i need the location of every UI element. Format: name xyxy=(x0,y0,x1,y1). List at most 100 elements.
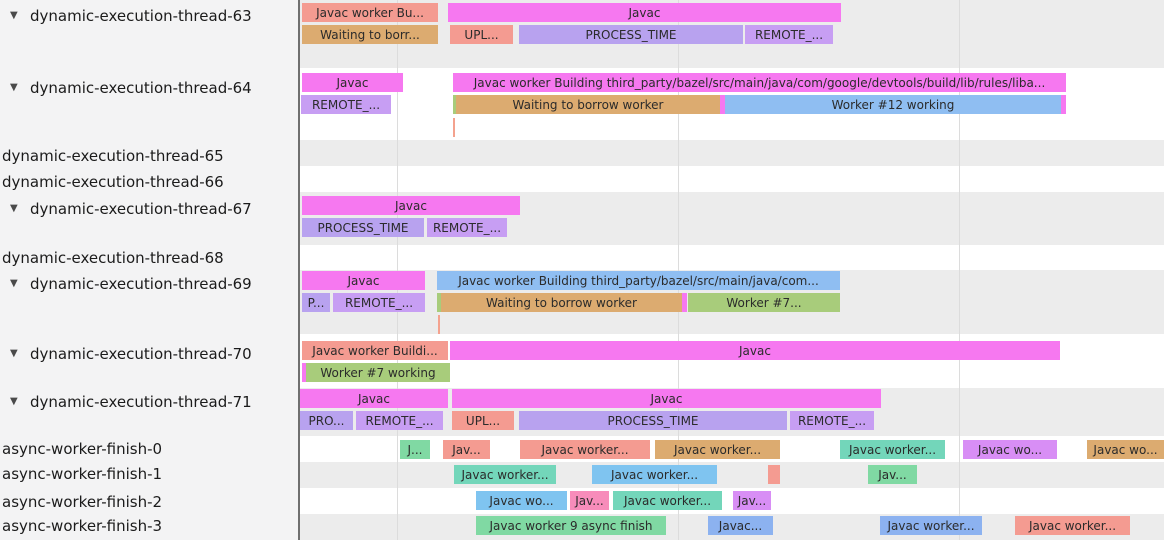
collapse-triangle-icon[interactable]: ▼ xyxy=(10,82,18,93)
track-label-dynamic-execution-thread-69[interactable]: ▼ dynamic-execution-thread-69 xyxy=(0,275,296,293)
track-label-dynamic-execution-thread-65[interactable]: dynamic-execution-thread-65 xyxy=(0,147,296,165)
trace-event-bar[interactable] xyxy=(438,315,440,334)
trace-event-bar[interactable]: Javac xyxy=(302,196,520,215)
trace-event-bar[interactable]: Javac xyxy=(302,271,425,290)
trace-event-bar[interactable]: Jav... xyxy=(443,440,490,459)
track-label-text: dynamic-execution-thread-66 xyxy=(2,173,224,191)
track-label-text: async-worker-finish-1 xyxy=(2,465,163,483)
trace-event-bar[interactable]: Jav... xyxy=(733,491,771,510)
trace-event-bar[interactable] xyxy=(437,293,441,312)
track-background-band xyxy=(300,245,1164,270)
trace-event-bar[interactable]: Worker #7... xyxy=(688,293,840,312)
trace-event-bar[interactable]: Javac worker... xyxy=(520,440,650,459)
track-label-text: async-worker-finish-0 xyxy=(2,440,163,458)
trace-event-bar[interactable]: REMOTE_... xyxy=(790,411,874,430)
trace-event-bar[interactable]: Javac worker Building third_party/bazel/… xyxy=(437,271,840,290)
collapse-triangle-icon[interactable]: ▼ xyxy=(10,203,18,214)
trace-event-bar[interactable]: PROCESS_TIME xyxy=(302,218,424,237)
track-background-band xyxy=(300,488,1164,514)
track-label-text: dynamic-execution-thread-71 xyxy=(30,393,252,411)
track-label-async-worker-finish-3[interactable]: async-worker-finish-3 xyxy=(0,517,296,535)
trace-event-bar[interactable]: UPL... xyxy=(452,411,514,430)
trace-event-bar[interactable]: Javac xyxy=(450,341,1060,360)
trace-event-bar[interactable] xyxy=(453,95,456,114)
trace-event-bar[interactable]: Javac worker... xyxy=(592,465,717,484)
track-label-dynamic-execution-thread-64[interactable]: ▼ dynamic-execution-thread-64 xyxy=(0,79,296,97)
trace-event-bar[interactable]: Jav... xyxy=(868,465,917,484)
trace-event-bar[interactable]: Javac worker... xyxy=(454,465,556,484)
trace-event-bar[interactable]: Javac worker... xyxy=(613,491,722,510)
track-label-text: dynamic-execution-thread-68 xyxy=(2,249,224,267)
trace-event-bar[interactable]: Javac worker... xyxy=(1015,516,1130,535)
trace-event-bar[interactable]: Worker #7 working xyxy=(306,363,450,382)
collapse-triangle-icon[interactable]: ▼ xyxy=(10,278,18,289)
time-gridline xyxy=(678,0,679,540)
trace-event-bar[interactable]: Javac wo... xyxy=(476,491,567,510)
track-label-text: dynamic-execution-thread-64 xyxy=(30,79,252,97)
trace-event-bar[interactable]: Waiting to borrow worker xyxy=(456,95,720,114)
trace-event-bar[interactable] xyxy=(682,293,687,312)
trace-event-bar[interactable]: Javac worker Building third_party/bazel/… xyxy=(453,73,1066,92)
track-label-text: dynamic-execution-thread-70 xyxy=(30,345,252,363)
track-background-band xyxy=(300,166,1164,192)
track-label-text: async-worker-finish-3 xyxy=(2,517,163,535)
track-label-async-worker-finish-2[interactable]: async-worker-finish-2 xyxy=(0,493,296,511)
trace-event-bar[interactable]: Javac xyxy=(452,389,881,408)
time-gridline xyxy=(959,0,960,540)
collapse-triangle-icon[interactable]: ▼ xyxy=(10,10,18,21)
trace-event-bar[interactable]: REMOTE_... xyxy=(427,218,507,237)
time-gridline xyxy=(397,0,398,540)
trace-event-bar[interactable] xyxy=(720,95,725,114)
trace-event-bar[interactable]: P... xyxy=(302,293,330,312)
trace-event-bar[interactable]: Waiting to borrow worker xyxy=(441,293,682,312)
trace-event-bar[interactable]: Javac wo... xyxy=(1087,440,1164,459)
trace-event-bar[interactable]: Jav... xyxy=(570,491,609,510)
track-label-text: async-worker-finish-2 xyxy=(2,493,163,511)
collapse-triangle-icon[interactable]: ▼ xyxy=(10,348,18,359)
trace-event-bar[interactable]: Javac worker... xyxy=(840,440,945,459)
track-label-text: dynamic-execution-thread-67 xyxy=(30,200,252,218)
track-label-text: dynamic-execution-thread-69 xyxy=(30,275,252,293)
track-background-band xyxy=(300,140,1164,166)
track-label-dynamic-execution-thread-71[interactable]: ▼ dynamic-execution-thread-71 xyxy=(0,393,296,411)
trace-event-bar[interactable]: REMOTE_... xyxy=(301,95,391,114)
track-label-dynamic-execution-thread-67[interactable]: ▼ dynamic-execution-thread-67 xyxy=(0,200,296,218)
trace-event-bar[interactable] xyxy=(768,465,780,484)
trace-event-bar[interactable]: Javac worker... xyxy=(880,516,982,535)
track-background-band xyxy=(300,462,1164,488)
trace-event-bar[interactable]: Javac worker 9 async finish xyxy=(476,516,666,535)
trace-event-bar[interactable]: Javac xyxy=(300,389,448,408)
trace-event-bar[interactable]: PRO... xyxy=(300,411,353,430)
track-label-sidebar: ▼ dynamic-execution-thread-63 ▼ dynamic-exe… xyxy=(0,0,300,540)
trace-event-bar[interactable]: Javac worker Buildi... xyxy=(302,341,448,360)
collapse-triangle-icon[interactable]: ▼ xyxy=(10,396,18,407)
trace-event-bar[interactable] xyxy=(453,118,455,137)
trace-event-bar[interactable]: REMOTE_... xyxy=(356,411,443,430)
trace-event-bar[interactable]: REMOTE_... xyxy=(333,293,425,312)
trace-event-bar[interactable]: REMOTE_... xyxy=(745,25,833,44)
track-label-dynamic-execution-thread-63[interactable]: ▼ dynamic-execution-thread-63 xyxy=(0,7,296,25)
track-label-dynamic-execution-thread-66[interactable]: dynamic-execution-thread-66 xyxy=(0,173,296,191)
track-label-async-worker-finish-0[interactable]: async-worker-finish-0 xyxy=(0,440,296,458)
trace-event-bar[interactable]: Javac worker Bu... xyxy=(302,3,438,22)
track-label-async-worker-finish-1[interactable]: async-worker-finish-1 xyxy=(0,465,296,483)
trace-event-bar[interactable] xyxy=(302,363,306,382)
timeline-canvas[interactable]: Javac worker Bu... Javac Waiting to borr..… xyxy=(300,0,1164,540)
track-label-dynamic-execution-thread-70[interactable]: ▼ dynamic-execution-thread-70 xyxy=(0,345,296,363)
track-label-text: dynamic-execution-thread-63 xyxy=(30,7,252,25)
track-label-dynamic-execution-thread-68[interactable]: dynamic-execution-thread-68 xyxy=(0,249,296,267)
trace-event-bar[interactable]: Worker #12 working xyxy=(725,95,1061,114)
track-label-text: dynamic-execution-thread-65 xyxy=(2,147,224,165)
trace-event-bar[interactable]: PROCESS_TIME xyxy=(519,411,787,430)
trace-event-bar[interactable]: PROCESS_TIME xyxy=(519,25,743,44)
trace-event-bar[interactable]: Waiting to borr... xyxy=(302,25,438,44)
trace-event-bar[interactable]: Javac wo... xyxy=(963,440,1057,459)
trace-event-bar[interactable]: UPL... xyxy=(450,25,513,44)
trace-event-bar[interactable]: Javac... xyxy=(708,516,773,535)
trace-event-bar[interactable]: Javac worker... xyxy=(655,440,780,459)
trace-event-bar[interactable]: Javac xyxy=(448,3,841,22)
trace-event-bar[interactable]: J... xyxy=(400,440,430,459)
trace-event-bar[interactable]: Javac xyxy=(302,73,403,92)
trace-event-bar[interactable] xyxy=(1061,95,1066,114)
